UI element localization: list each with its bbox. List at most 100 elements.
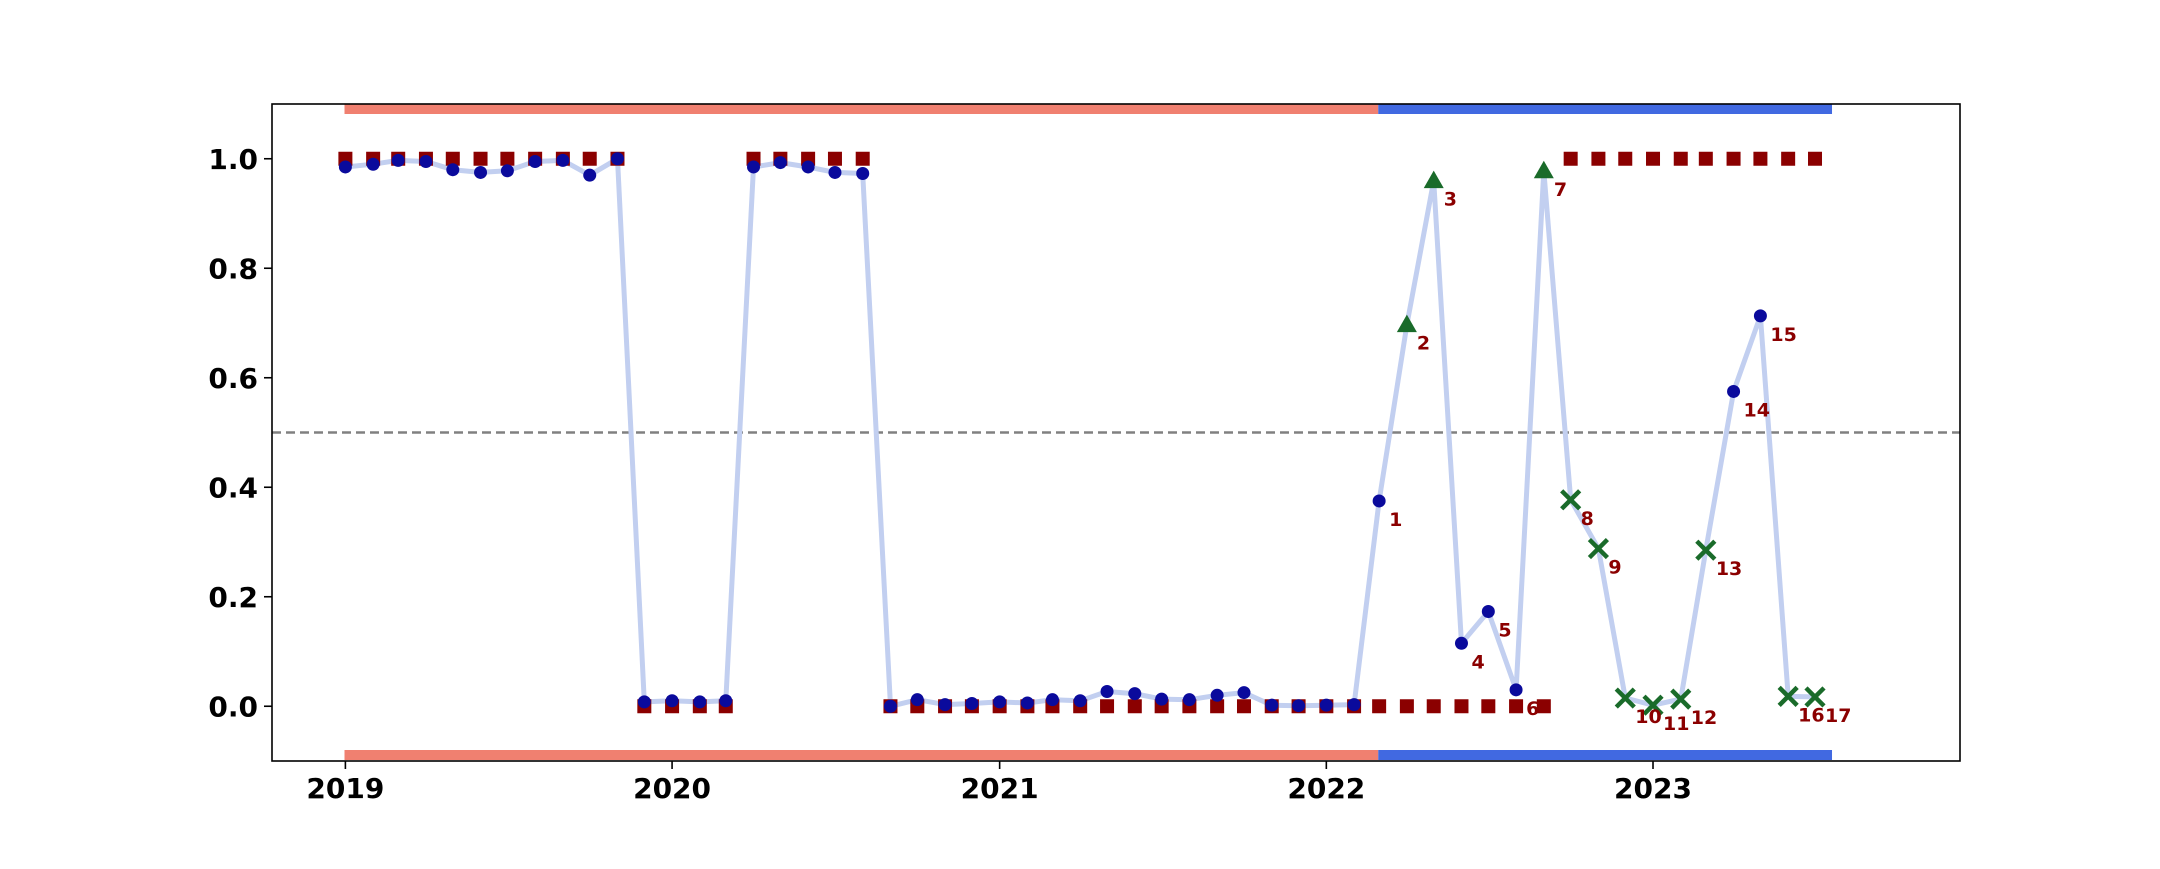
actual-marker-51 — [1726, 151, 1741, 166]
predicted-point-20 — [883, 699, 897, 713]
flag-cross-45 — [1560, 489, 1582, 511]
actual-marker-6 — [500, 151, 515, 166]
actual-marker-41 — [1454, 699, 1469, 714]
predicted-point-38 — [1372, 494, 1386, 508]
actual-marker-18 — [827, 151, 842, 166]
predicted-point-37 — [1347, 698, 1361, 712]
annotation-10: 10 — [1635, 706, 1661, 728]
annotation-7: 7 — [1554, 179, 1567, 201]
annotation-13: 13 — [1716, 558, 1742, 580]
predicted-point-22 — [938, 698, 952, 712]
predicted-point-0 — [338, 160, 352, 174]
predicted-point-36 — [1319, 698, 1333, 712]
predicted-point-8 — [556, 153, 570, 167]
annotation-4: 4 — [1471, 651, 1484, 673]
predicted-point-33 — [1237, 686, 1251, 700]
predicted-point-10 — [610, 152, 624, 166]
predicted-point-35 — [1292, 699, 1306, 713]
y-tick-label-4: 0.8 — [208, 252, 258, 285]
actual-marker-46 — [1591, 151, 1606, 166]
flag-cross-49 — [1670, 688, 1692, 710]
predicted-point-29 — [1128, 687, 1142, 701]
flag-cross-b-48 — [1642, 694, 1664, 716]
band-top-0 — [344, 104, 1379, 114]
predicted-point-16 — [773, 156, 787, 170]
band-bottom-0 — [344, 750, 1379, 760]
predicted-point-11 — [637, 695, 651, 709]
actual-marker-48 — [1646, 151, 1661, 166]
x-tick-label-4: 2023 — [1614, 772, 1692, 805]
actual-marker-9 — [582, 151, 597, 166]
band-top-1 — [1378, 104, 1833, 114]
actual-marker-47 — [1618, 151, 1633, 166]
x-tick-label-1: 2020 — [633, 772, 711, 805]
flag-cross-50 — [1695, 539, 1717, 561]
actual-marker-50 — [1698, 151, 1713, 166]
flag-cross-b-47 — [1614, 687, 1636, 709]
annotation-17: 17 — [1825, 705, 1851, 727]
annotation-11: 11 — [1663, 713, 1689, 735]
predicted-point-14 — [719, 694, 733, 708]
flag-triangle-44 — [1533, 160, 1554, 179]
predicted-point-28 — [1100, 684, 1114, 698]
flag-cross-b-54 — [1804, 686, 1826, 708]
predicted-point-23 — [965, 697, 979, 711]
flag-cross-b-46 — [1587, 537, 1610, 560]
flag-triangle-40 — [1423, 170, 1444, 189]
plot-frame — [271, 103, 1961, 762]
predicted-point-25 — [1020, 696, 1034, 710]
predicted-point-6 — [500, 164, 514, 178]
actual-marker-45 — [1563, 151, 1578, 166]
predicted-point-13 — [693, 695, 707, 709]
predicted-point-21 — [910, 693, 924, 707]
actual-marker-28 — [1100, 699, 1115, 714]
y-tick-label-0: 0.0 — [208, 690, 258, 723]
predicted-point-15 — [747, 160, 761, 174]
x-tick-label-0: 2019 — [306, 772, 384, 805]
flag-cross-46 — [1587, 537, 1610, 560]
x-tick-label-2: 2021 — [961, 772, 1039, 805]
actual-marker-29 — [1127, 699, 1142, 714]
y-tick-label-3: 0.6 — [208, 362, 258, 395]
annotation-16: 16 — [1798, 704, 1824, 726]
predicted-point-1 — [366, 157, 380, 171]
actual-marker-43 — [1509, 699, 1524, 714]
predicted-point-12 — [665, 694, 679, 708]
y-tick-label-5: 1.0 — [208, 143, 258, 176]
actual-marker-54 — [1808, 151, 1823, 166]
predicted-point-30 — [1155, 692, 1169, 706]
predicted-point-2 — [391, 153, 405, 167]
predicted-point-5 — [474, 165, 488, 179]
actual-marker-39 — [1399, 699, 1414, 714]
predicted-point-52 — [1753, 309, 1767, 323]
predicted-point-7 — [528, 154, 542, 168]
predicted-point-9 — [583, 168, 597, 182]
predicted-point-17 — [801, 160, 815, 174]
band-bottom-1 — [1378, 750, 1833, 760]
x-tick-label-3: 2022 — [1287, 772, 1365, 805]
actual-marker-44 — [1536, 699, 1551, 714]
actual-marker-33 — [1236, 699, 1251, 714]
predicted-point-32 — [1210, 688, 1224, 702]
annotation-6: 6 — [1526, 698, 1539, 720]
flag-cross-53 — [1777, 685, 1799, 707]
predicted-point-26 — [1045, 693, 1059, 707]
y-tick-label-1: 0.2 — [208, 581, 258, 614]
flag-triangle-39 — [1396, 314, 1417, 333]
predicted-point-24 — [993, 695, 1007, 709]
flag-cross-b-53 — [1777, 685, 1799, 707]
predicted-point-31 — [1182, 693, 1196, 707]
predicted-point-27 — [1073, 694, 1087, 708]
predicted-point-51 — [1727, 384, 1741, 398]
predicted-point-43 — [1509, 683, 1523, 697]
flag-cross-54 — [1804, 686, 1826, 708]
flag-cross-b-49 — [1670, 688, 1692, 710]
predicted-point-19 — [856, 167, 870, 181]
actual-marker-19 — [855, 151, 870, 166]
annotation-14: 14 — [1744, 399, 1770, 421]
predicted-point-3 — [419, 154, 433, 168]
predicted-point-41 — [1454, 636, 1468, 650]
actual-marker-52 — [1753, 151, 1768, 166]
